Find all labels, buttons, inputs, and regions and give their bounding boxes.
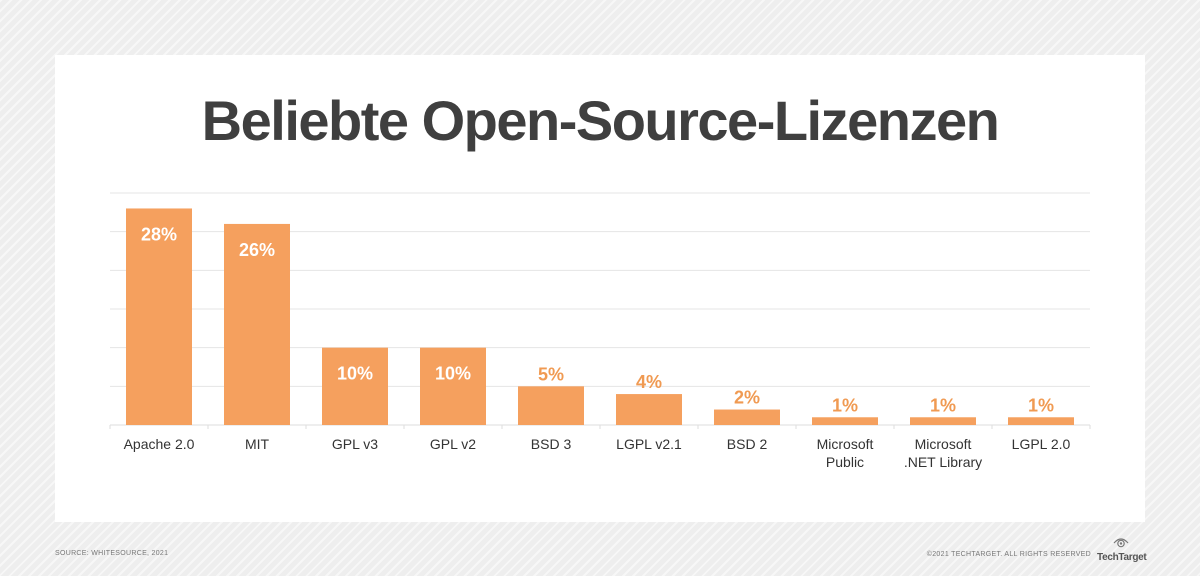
category-label: .NET Library <box>904 454 982 470</box>
data-label: 5% <box>538 364 564 384</box>
category-label: MIT <box>245 436 270 452</box>
bar <box>126 208 192 425</box>
category-label: BSD 3 <box>531 436 572 452</box>
data-label: 10% <box>435 364 471 384</box>
brand-logo: TechTarget <box>1097 537 1147 563</box>
bar <box>420 347 486 425</box>
eye-logo-icon <box>1113 538 1129 548</box>
bar <box>224 223 290 425</box>
chart-title: Beliebte Open-Source-Lizenzen <box>201 89 1000 152</box>
data-label: 26% <box>239 240 275 260</box>
data-label: 28% <box>141 224 177 244</box>
category-label: Microsoft <box>817 436 874 452</box>
footer-right: ©2021 TECHTARGET. ALL RIGHTS RESERVED Te… <box>926 537 1147 563</box>
category-label: GPL v2 <box>430 436 476 452</box>
bar <box>812 417 878 425</box>
category-label: BSD 2 <box>727 436 768 452</box>
category-label: LGPL v2.1 <box>616 436 682 452</box>
data-label: 1% <box>1028 395 1054 415</box>
copyright-note: ©2021 TECHTARGET. ALL RIGHTS RESERVED <box>926 551 1091 558</box>
bar <box>616 394 682 425</box>
data-label: 1% <box>930 395 956 415</box>
bar <box>322 347 388 425</box>
data-label: 10% <box>337 364 373 384</box>
data-label: 4% <box>636 372 662 392</box>
bar <box>714 409 780 425</box>
bar <box>1008 417 1074 425</box>
category-label: Public <box>826 454 864 470</box>
category-label: LGPL 2.0 <box>1012 436 1071 452</box>
category-label: Apache 2.0 <box>124 436 195 452</box>
bar <box>518 386 584 425</box>
data-label: 2% <box>734 388 760 408</box>
category-label: GPL v3 <box>332 436 378 452</box>
category-label: Microsoft <box>915 436 972 452</box>
brand-name: TechTarget <box>1097 552 1147 563</box>
source-note: SOURCE: WHITESOURCE, 2021 <box>55 550 169 557</box>
bar <box>910 417 976 425</box>
data-label: 1% <box>832 395 858 415</box>
